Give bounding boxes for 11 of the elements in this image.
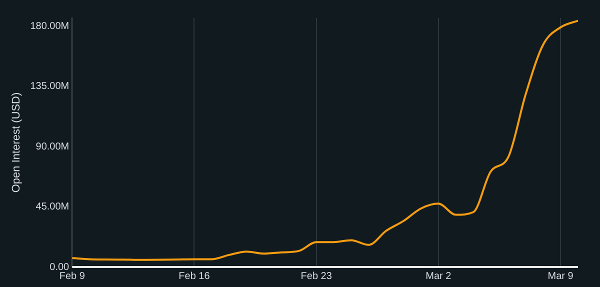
x-tick-label: Feb 23 [300,270,332,282]
y-tick-label: 45.00M [36,202,70,213]
x-tick-label: Feb 16 [178,270,210,282]
y-axis-title: Open Interest (USD) [10,92,23,193]
x-tick-label: Mar 9 [548,270,574,282]
y-tick-label: 90.00M [36,141,70,152]
y-tick-label: 180.00M [30,20,70,32]
y-tick-label: 135.00M [30,81,70,92]
x-tick-label: Mar 2 [426,270,452,282]
y-tick-label: 0.00 [50,262,70,273]
x-tick-label: Feb 9 [59,270,86,282]
